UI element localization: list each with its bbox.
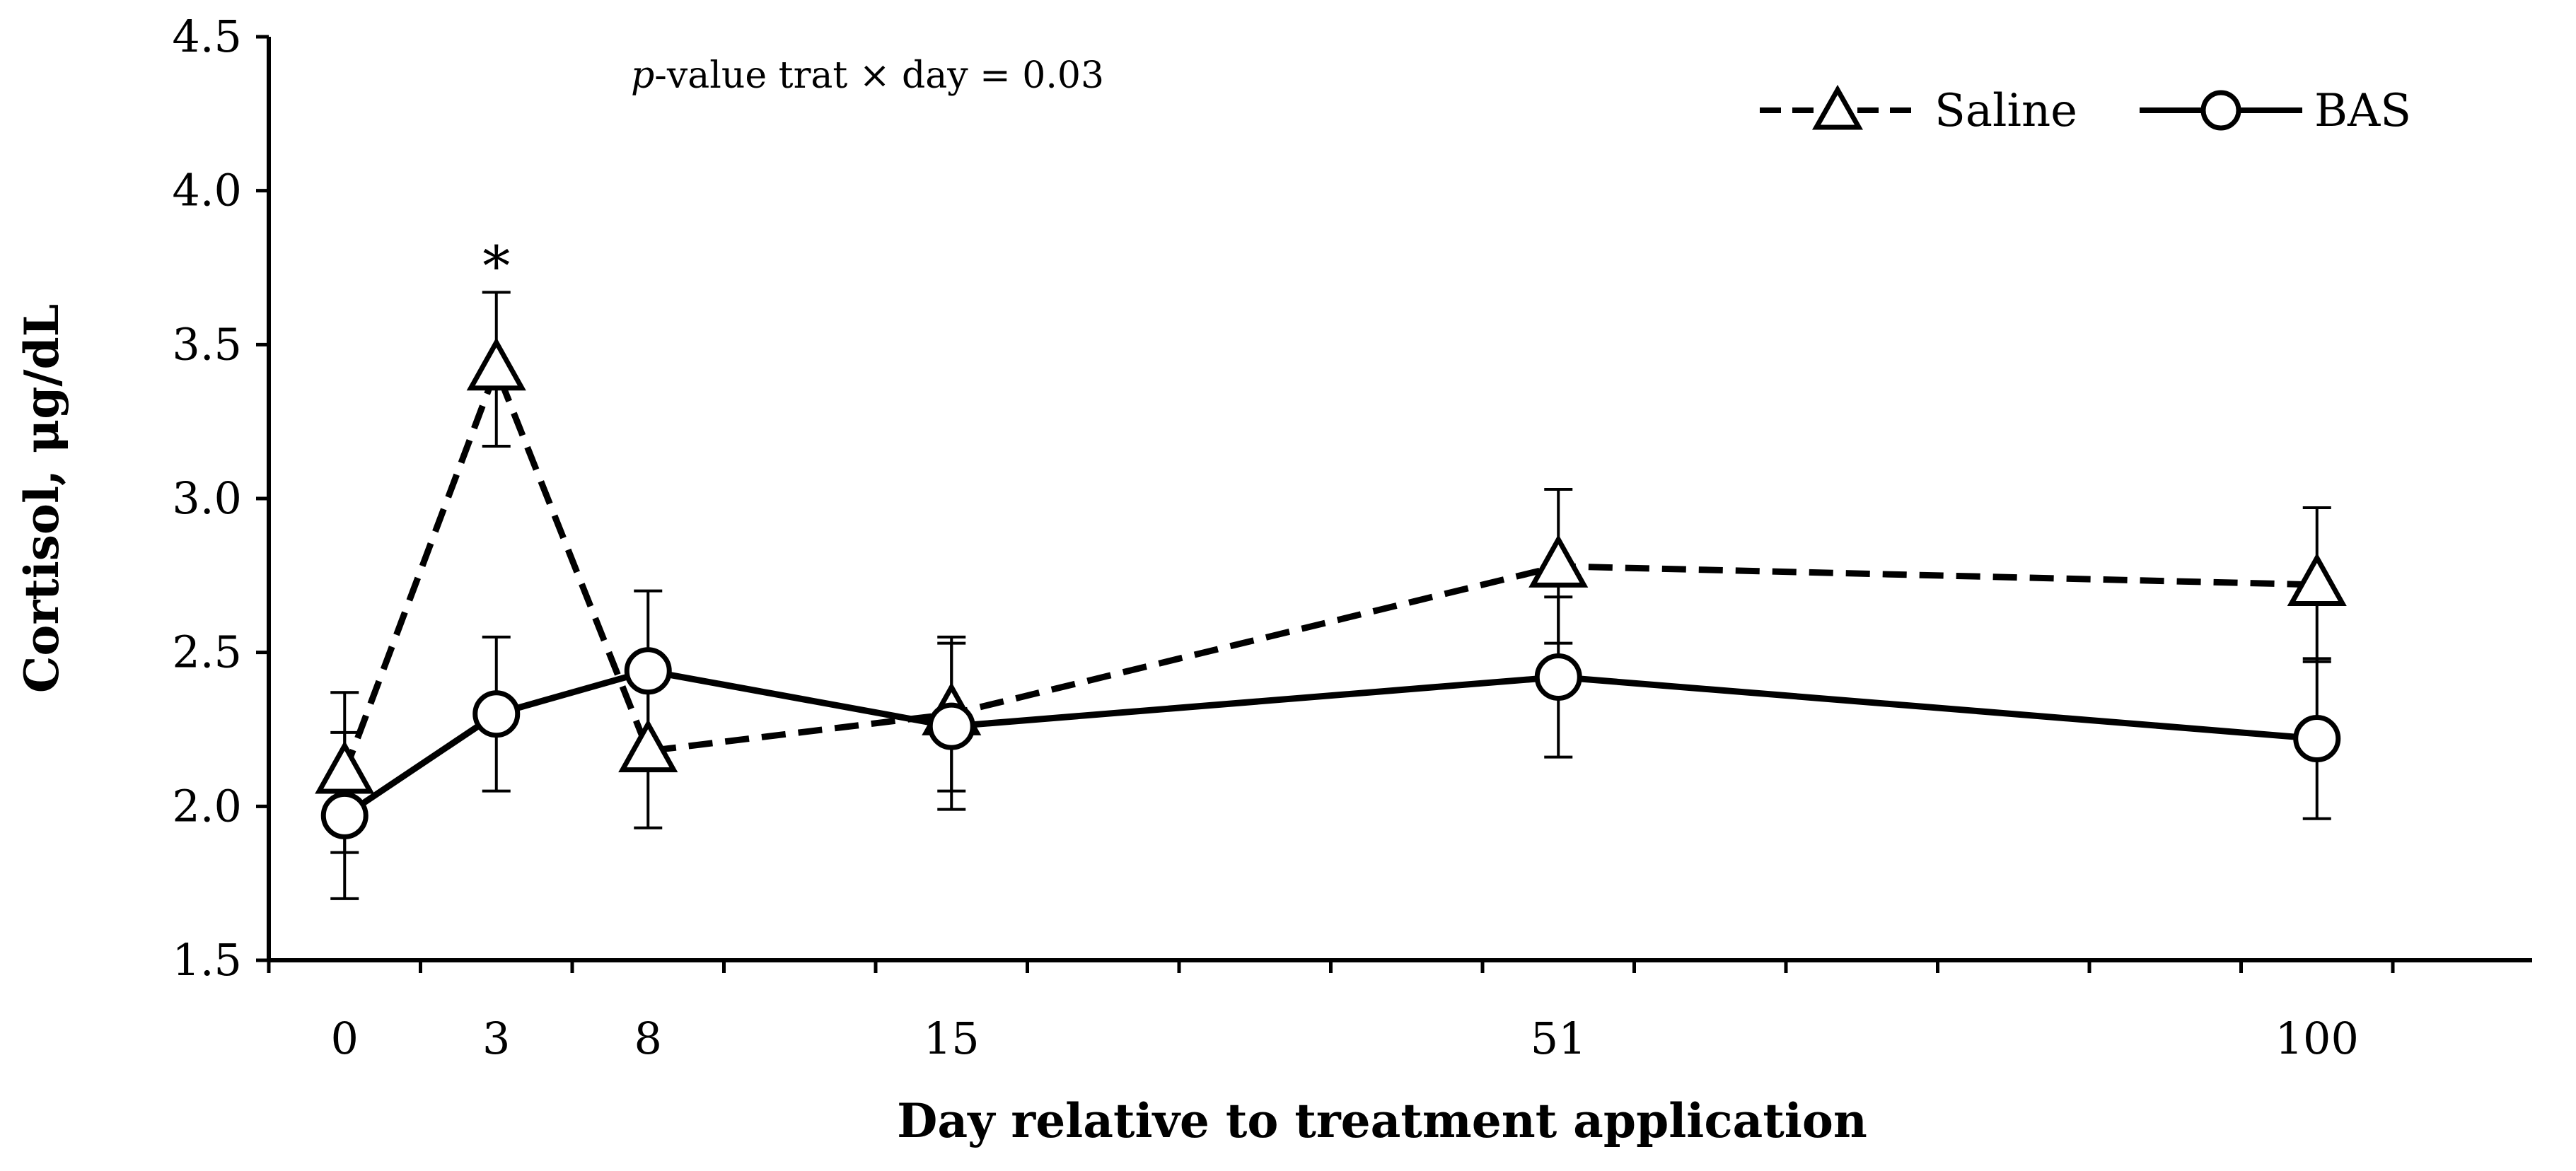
x-tick-label: 3 [482,1013,510,1064]
p-value-text: -value trat × day = 0.03 [654,54,1104,97]
y-tick-label: 2.5 [172,627,242,678]
x-tick-label: 100 [2275,1013,2359,1064]
bas-point-marker [1534,653,1582,701]
bas-point-marker [927,702,975,750]
y-tick-group: 1.5 2.0 2.5 3.0 3.5 4.0 4.5 [172,11,269,986]
y-tick-label: 1.5 [172,934,242,986]
saline-point-marker [618,718,678,773]
y-tick-label: 2.0 [172,780,242,832]
bas-point-marker [624,647,672,695]
saline-point-marker [466,337,526,391]
bas-series-line [342,668,2318,819]
x-tick-label: 8 [634,1013,662,1064]
saline-point-marker [2287,552,2347,606]
saline-point-marker [315,740,375,794]
bas-point-marker [320,791,369,839]
legend: Saline BAS [1760,84,2411,137]
x-tick-label: 15 [924,1013,980,1064]
p-value-annotation: p-value trat × day = 0.03 [631,54,1104,97]
series-layer [315,291,2347,900]
p-italic: p [631,54,654,97]
x-tick-group: 0 3 8 15 51 100 [267,960,2395,1064]
y-tick-label: 4.0 [172,165,242,216]
significance-asterisk: * [482,235,510,298]
bas-point-marker [2293,715,2341,763]
saline-point-marker [1528,534,1589,588]
y-tick-label: 3.0 [172,472,242,524]
legend-bas-label: BAS [2314,85,2411,137]
bas-point-marker [472,690,521,738]
y-tick-label: 3.5 [172,318,242,370]
x-axis-title: Day relative to treatment application [897,1093,1867,1148]
legend-saline-label: Saline [1934,85,2077,137]
x-tick-label: 0 [331,1013,359,1064]
y-axis-title: Cortisol, μg/dL [14,304,69,693]
x-tick-label: 51 [1531,1013,1586,1064]
legend-bas-circle-marker [2200,90,2241,131]
saline-series-line [342,366,2317,774]
legend-saline-triangle-marker [1811,84,1864,130]
y-tick-label: 4.5 [172,11,242,62]
